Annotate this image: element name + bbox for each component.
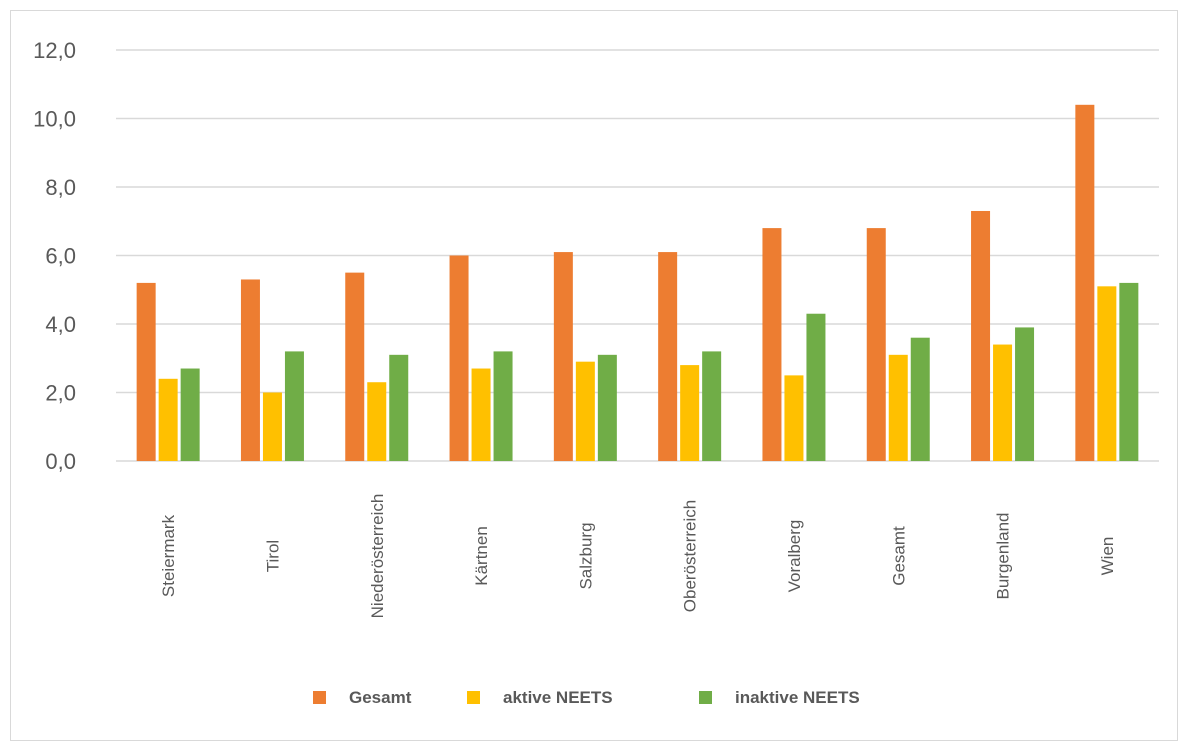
bar-gesamt-salzburg [553, 252, 573, 461]
bar-inaktive-neets-salzburg [597, 354, 617, 461]
legend-swatch [699, 691, 712, 704]
bar-inaktive-neets-oberösterreich [702, 351, 722, 461]
bar-gesamt-oberösterreich [658, 252, 678, 461]
legend-label: aktive NEETS [503, 688, 613, 707]
bar-inaktive-neets-gesamt [910, 337, 930, 461]
legend-item: aktive NEETS [467, 688, 613, 707]
bar-gesamt-steiermark [136, 282, 156, 461]
legend: Gesamt aktive NEETS inaktive NEETS [313, 688, 860, 707]
bar-inaktive-neets-kärtnen [493, 351, 513, 461]
bar-gesamt-burgenland [971, 210, 991, 461]
bar-gesamt-gesamt [866, 228, 886, 461]
bar-aktive-neets-niederösterreich [367, 382, 387, 461]
bar-aktive-neets-oberösterreich [680, 365, 700, 461]
y-tick-label: 0,0 [45, 449, 76, 474]
bar-aktive-neets-wien [1097, 286, 1117, 461]
legend-item: inaktive NEETS [699, 688, 860, 707]
chart-frame: 0,0 2,0 4,0 6,0 8,0 10,0 12,0 Steiermark Tirol N… [10, 10, 1178, 741]
bar-gesamt-kärtnen [449, 255, 469, 461]
bar-chart: 0,0 2,0 4,0 6,0 8,0 10,0 12,0 Steiermark Tirol N… [33, 38, 1159, 707]
bar-aktive-neets-steiermark [158, 378, 178, 461]
bar-aktive-neets-kärtnen [471, 368, 491, 461]
bar-gesamt-tirol [240, 279, 260, 461]
bar-aktive-neets-voralberg [784, 375, 804, 461]
y-axis: 0,0 2,0 4,0 6,0 8,0 10,0 12,0 [33, 38, 76, 474]
bar-inaktive-neets-wien [1119, 282, 1139, 461]
x-tick-label: Gesamt [889, 526, 908, 586]
bar-gesamt-wien [1075, 104, 1095, 462]
legend-label: inaktive NEETS [735, 688, 860, 707]
bar-inaktive-neets-steiermark [180, 368, 200, 461]
y-tick-label: 10,0 [33, 107, 76, 132]
bar-inaktive-neets-tirol [284, 351, 304, 461]
legend-swatch [313, 691, 326, 704]
x-tick-label: Niederösterreich [368, 494, 387, 619]
legend-swatch [467, 691, 480, 704]
bar-aktive-neets-gesamt [888, 354, 908, 461]
x-tick-label: Voralberg [785, 520, 804, 593]
x-tick-label: Tirol [263, 540, 282, 572]
bars [136, 104, 1139, 462]
y-tick-label: 4,0 [45, 312, 76, 337]
bar-gesamt-niederösterreich [345, 272, 365, 461]
bar-gesamt-voralberg [762, 228, 782, 461]
bar-aktive-neets-burgenland [993, 344, 1013, 461]
x-tick-label: Burgenland [994, 513, 1013, 600]
bar-aktive-neets-salzburg [575, 361, 595, 461]
x-tick-label: Salzburg [576, 522, 595, 589]
x-tick-label: Steiermark [159, 514, 178, 597]
y-tick-label: 12,0 [33, 38, 76, 63]
bar-inaktive-neets-burgenland [1015, 327, 1035, 461]
bar-inaktive-neets-voralberg [806, 313, 826, 461]
bar-aktive-neets-tirol [262, 392, 282, 461]
legend-item: Gesamt [313, 688, 412, 707]
x-tick-label: Kärtnen [472, 526, 491, 586]
y-tick-label: 6,0 [45, 244, 76, 269]
x-tick-label: Wien [1098, 537, 1117, 576]
bar-inaktive-neets-niederösterreich [389, 354, 409, 461]
x-tick-label: Oberösterreich [681, 500, 700, 612]
y-tick-label: 2,0 [45, 381, 76, 406]
x-axis: Steiermark Tirol Niederösterreich Kärtnen Sa… [159, 494, 1117, 619]
legend-label: Gesamt [349, 688, 412, 707]
y-tick-label: 8,0 [45, 175, 76, 200]
